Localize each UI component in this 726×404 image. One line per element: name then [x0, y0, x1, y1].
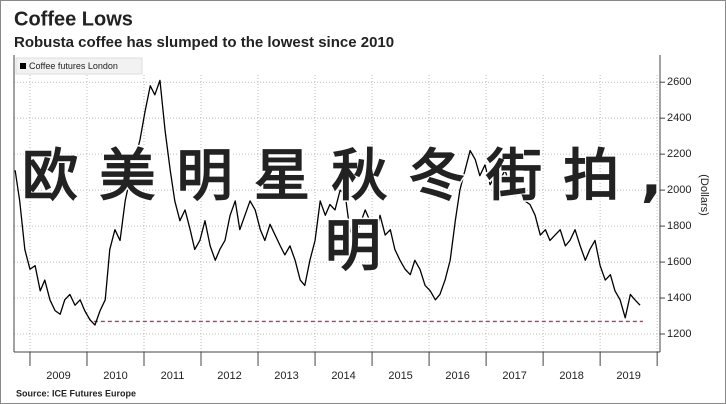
y-tick-label: 1800 — [667, 220, 691, 232]
x-tick-label: 2015 — [388, 370, 412, 382]
line — [14, 79, 641, 326]
x-tick-label: 2017 — [502, 370, 526, 382]
legend-box — [15, 57, 143, 75]
chart-title: Coffee Lows — [14, 8, 133, 30]
x-tick-label: 2018 — [559, 370, 583, 382]
x-tick-label: 2019 — [616, 370, 640, 382]
source: Source: ICE Futures Europe — [16, 388, 136, 398]
x-tick-label: 2012 — [217, 370, 241, 382]
y-tick-label: 1600 — [667, 256, 691, 268]
x-tick-label: 2010 — [103, 370, 127, 382]
y-tick-label: 1400 — [667, 292, 691, 304]
overlay-text: 欧美明星秋冬街拍, — [22, 144, 662, 209]
y-axis-label: (Dollars) — [698, 174, 710, 216]
chart-subtitle: Robusta coffee has slumped to the lowest… — [14, 34, 394, 51]
y-tick-label: 2600 — [667, 76, 691, 88]
x-tick-label: 2016 — [445, 370, 469, 382]
x-tick-label: 2014 — [331, 370, 355, 382]
overlay-text: 明 — [325, 214, 381, 279]
y-tick-label: 2000 — [667, 184, 691, 196]
y-tick-label: 1200 — [667, 328, 691, 340]
x-tick-label: 2013 — [274, 370, 298, 382]
x-tick-label: 2009 — [46, 370, 70, 382]
x-tick-label: 2011 — [161, 370, 185, 382]
legend-label: Coffee futures London — [29, 61, 118, 71]
legend-swatch — [20, 63, 26, 69]
y-tick-label: 2200 — [667, 148, 691, 160]
y-tick-label: 2400 — [667, 112, 691, 124]
